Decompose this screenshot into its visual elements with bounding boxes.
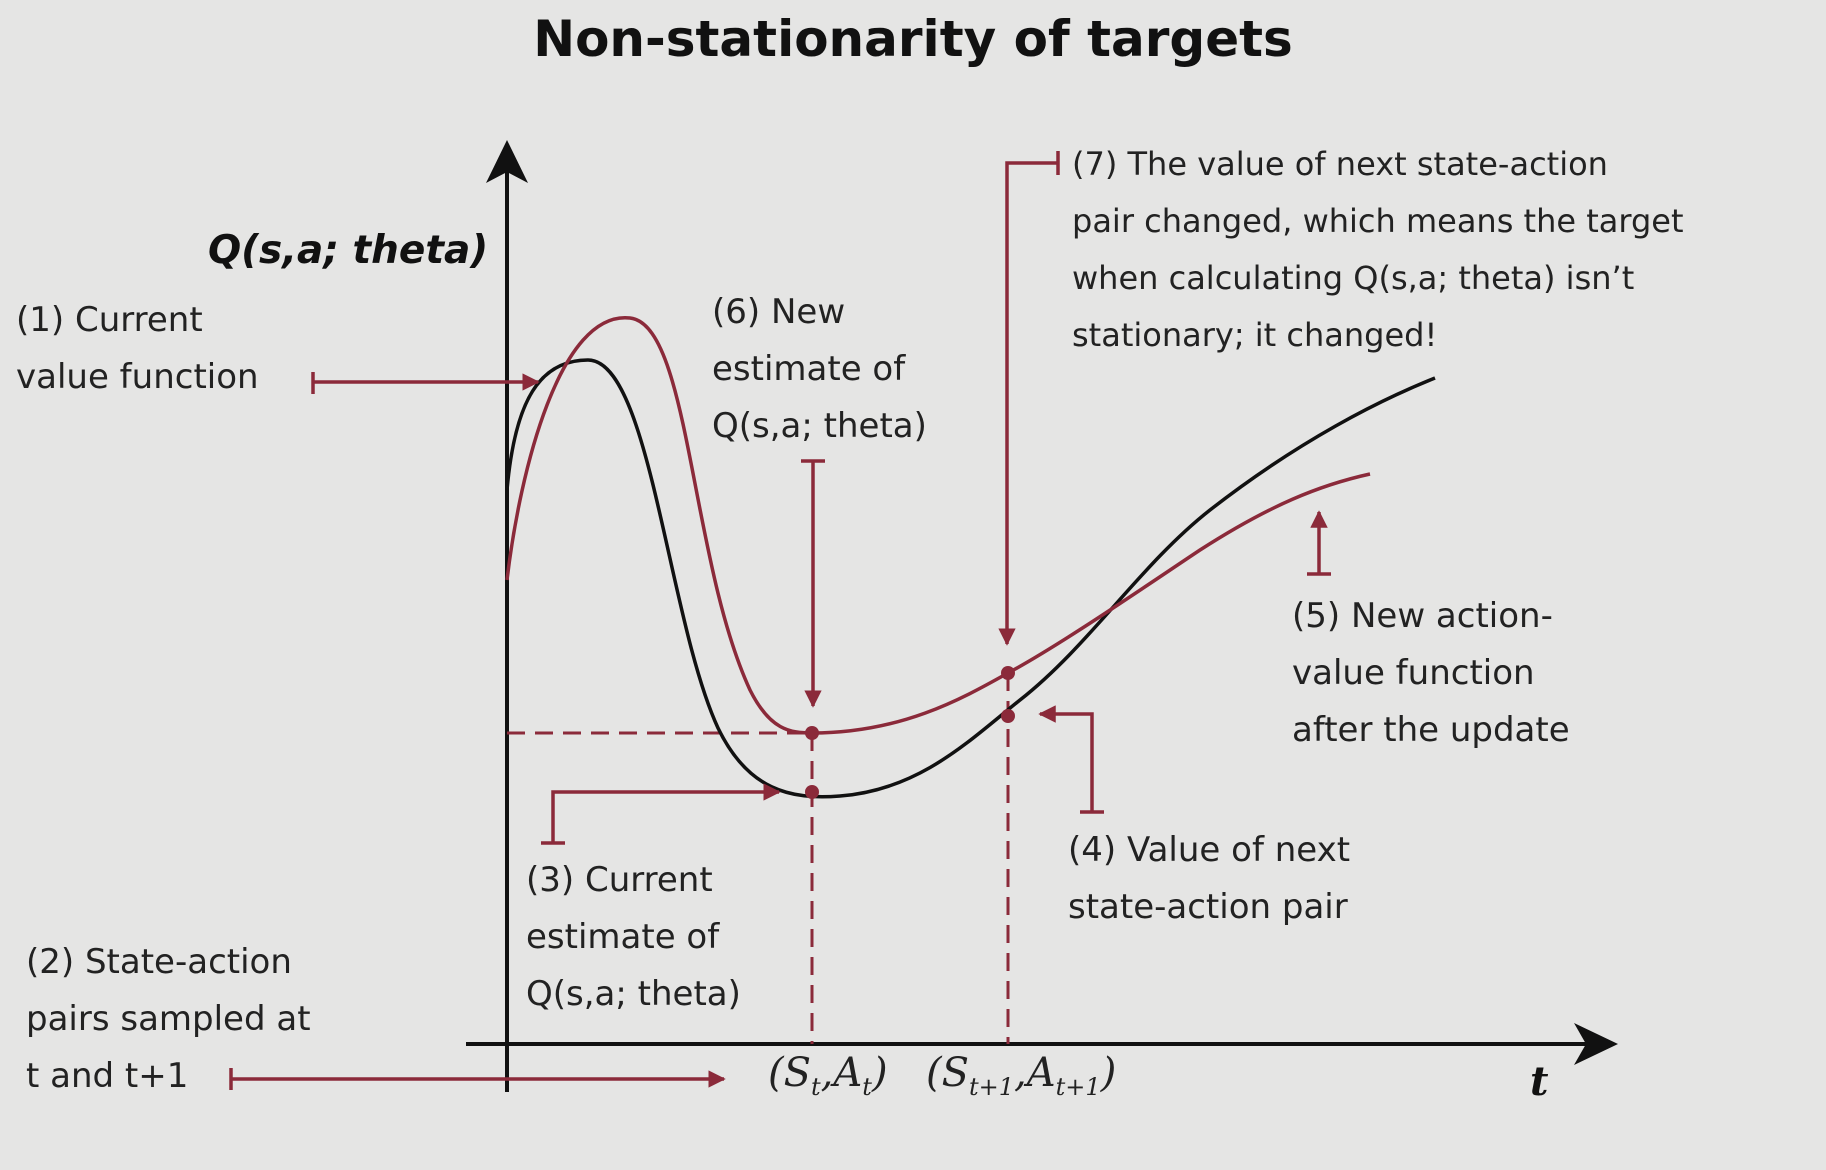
annotation-6-line: Q(s,a; theta) bbox=[712, 406, 927, 446]
annotation-7-line: pair changed, which means the target bbox=[1072, 202, 1684, 240]
annotation-7-line: (7) The value of next state-action bbox=[1072, 145, 1608, 183]
arrow-6 bbox=[801, 459, 825, 708]
annotation-3: (3) Current estimate of Q(s,a; theta) bbox=[526, 852, 741, 1023]
arrow-3 bbox=[541, 783, 781, 845]
tick-label-t: (St,At) bbox=[768, 1050, 888, 1101]
point-new-estimate-t1 bbox=[1001, 666, 1015, 680]
annotation-6-line: (6) New bbox=[712, 292, 846, 332]
sample-points bbox=[805, 666, 1015, 799]
annotation-4-line: state-action pair bbox=[1068, 887, 1348, 927]
annotation-7-line: stationary; it changed! bbox=[1072, 316, 1438, 354]
annotation-3-line: estimate of bbox=[526, 917, 720, 957]
arrow-7 bbox=[998, 151, 1060, 646]
arrow-4 bbox=[1038, 705, 1104, 814]
arrow-2 bbox=[229, 1068, 726, 1090]
annotation-1-line: value function bbox=[16, 357, 259, 397]
annotation-5-line: value function bbox=[1292, 653, 1535, 693]
current-value-function-curve bbox=[505, 358, 1436, 799]
annotation-6-line: estimate of bbox=[712, 349, 906, 389]
annotation-2: (2) State-action pairs sampled at t and … bbox=[26, 934, 311, 1105]
arrow-5 bbox=[1307, 510, 1331, 576]
annotation-2-line: pairs sampled at bbox=[26, 999, 311, 1039]
annotation-6: (6) New estimate of Q(s,a; theta) bbox=[712, 284, 927, 455]
annotation-7: (7) The value of next state-action pair … bbox=[1072, 136, 1684, 364]
annotation-2-line: (2) State-action bbox=[26, 942, 292, 982]
point-current-estimate-t bbox=[805, 785, 819, 799]
y-axis-arrowhead bbox=[486, 140, 528, 183]
annotation-3-line: Q(s,a; theta) bbox=[526, 974, 741, 1014]
annotation-4: (4) Value of next state-action pair bbox=[1068, 822, 1350, 936]
point-current-estimate-t1 bbox=[1001, 709, 1015, 723]
annotation-4-line: (4) Value of next bbox=[1068, 830, 1351, 870]
diagram-title: Non-stationarity of targets bbox=[533, 10, 1293, 68]
tick-label-t1: (St+1,At+1) bbox=[926, 1050, 1117, 1101]
point-new-estimate-t bbox=[805, 726, 819, 740]
annotation-7-line: when calculating Q(s,a; theta) isn’t bbox=[1072, 259, 1635, 297]
x-axis-label: t bbox=[1530, 1058, 1549, 1105]
annotation-5-line: after the update bbox=[1292, 710, 1570, 750]
new-value-function-curve bbox=[505, 316, 1371, 735]
axes bbox=[466, 140, 1618, 1092]
annotation-5-line: (5) New action- bbox=[1292, 596, 1553, 636]
annotation-arrows bbox=[229, 151, 1331, 1090]
guide-lines bbox=[507, 673, 1010, 1044]
arrow-1 bbox=[311, 372, 540, 394]
annotation-3-line: (3) Current bbox=[526, 860, 713, 900]
annotation-2-line: t and t+1 bbox=[26, 1056, 189, 1096]
annotation-5: (5) New action- value function after the… bbox=[1292, 588, 1570, 759]
annotation-1: (1) Current value function bbox=[16, 292, 259, 406]
y-axis-label: Q(s,a; theta) bbox=[208, 228, 489, 273]
annotation-1-line: (1) Current bbox=[16, 300, 203, 340]
x-axis-arrowhead bbox=[1574, 1023, 1618, 1065]
